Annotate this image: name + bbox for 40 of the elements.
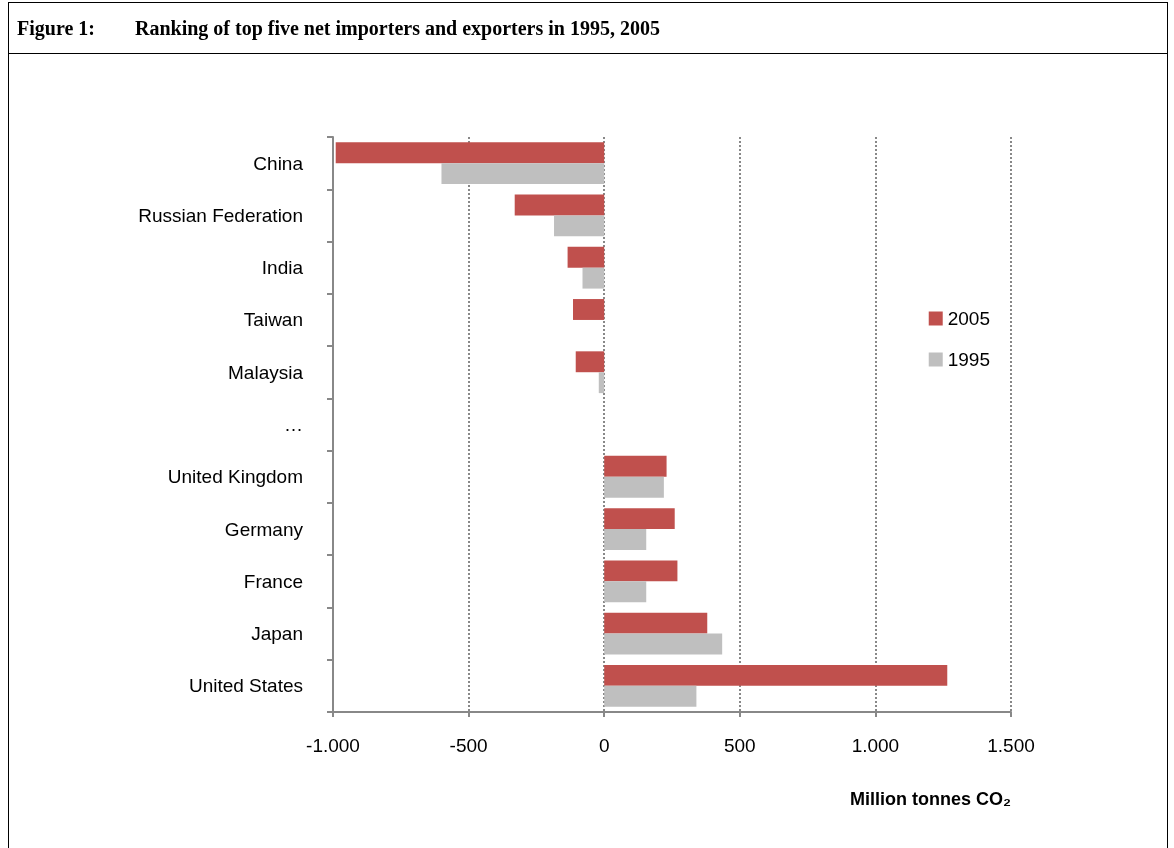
y-tick-label: Malaysia — [228, 361, 304, 383]
bar — [441, 163, 605, 185]
bar — [604, 685, 697, 707]
y-tick-label: Germany — [224, 518, 304, 540]
bar — [575, 351, 605, 373]
y-tick-label: India — [261, 257, 304, 279]
x-tick-label: 1.000 — [851, 735, 900, 756]
bar — [598, 372, 605, 394]
x-tick-label: 0 — [598, 735, 610, 756]
bar — [582, 267, 605, 289]
bar — [604, 455, 667, 477]
bar — [554, 215, 605, 237]
x-tick-label: 500 — [723, 735, 756, 756]
legend-label: 1995 — [947, 349, 991, 370]
x-axis-title: Million tonnes CO₂ — [850, 789, 1011, 809]
y-tick-label: Taiwan — [243, 309, 303, 331]
y-tick-label: Japan — [251, 623, 303, 645]
bar — [335, 142, 605, 164]
y-tick-label: Russian Federation — [138, 204, 303, 226]
bar — [604, 612, 708, 634]
bar — [604, 476, 664, 498]
x-tick-label: -1.000 — [306, 735, 360, 756]
bar — [604, 633, 723, 655]
y-tick-label: … — [284, 414, 303, 435]
y-tick-label: China — [253, 152, 304, 174]
bar — [604, 508, 675, 530]
y-tick-label: France — [243, 570, 303, 592]
bar — [604, 529, 647, 550]
bar — [604, 581, 647, 603]
x-tick-label: 1.500 — [987, 735, 1035, 756]
bar — [604, 664, 948, 686]
bar — [604, 560, 678, 582]
legend-label: 2005 — [947, 308, 991, 329]
bar — [573, 299, 605, 320]
bar — [514, 194, 605, 216]
x-tick-label: -500 — [449, 735, 488, 756]
bar — [567, 246, 605, 268]
chart-title: Figure 1: Ranking of top five net importers and exporters in 1995, 2005 — [9, 3, 1167, 54]
y-tick-label: United Kingdom — [167, 466, 303, 488]
y-tick-label: United States — [188, 675, 303, 697]
